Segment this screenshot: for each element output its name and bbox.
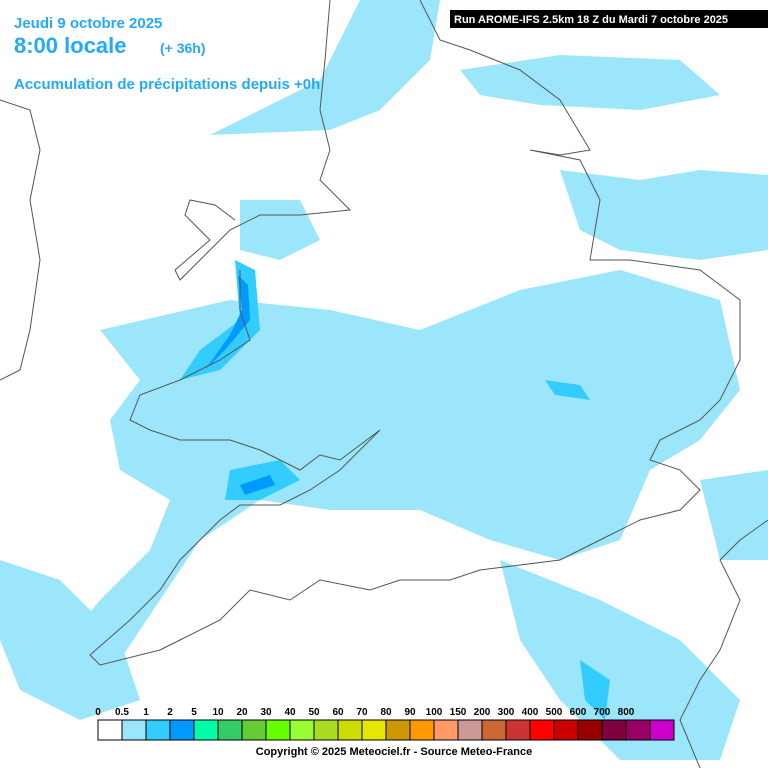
precipitation-heavy — [205, 275, 275, 495]
legend-label: 1 — [143, 707, 149, 718]
legend-label: 500 — [546, 707, 563, 718]
legend-label: 20 — [236, 707, 248, 718]
legend-swatch — [601, 719, 627, 741]
precip-area — [205, 275, 250, 370]
precip-area — [210, 0, 440, 135]
legend-swatch — [337, 719, 363, 741]
legend-label: 0.5 — [115, 707, 129, 718]
legend-label: 90 — [404, 707, 416, 718]
legend: 0 0.5 1 2 5 10 20 30 40 50 60 70 80 90 100 150 200 300 400… — [95, 707, 675, 741]
legend-swatch — [145, 719, 171, 741]
coastline — [89, 0, 741, 666]
time-label: 8:00 locale — [14, 33, 127, 58]
legend-label: 30 — [260, 707, 272, 718]
legend-label: 300 — [498, 707, 515, 718]
copyright: Copyright © 2025 Meteociel.fr - Source M… — [256, 746, 532, 758]
legend-label: 200 — [474, 707, 491, 718]
legend-swatch — [553, 719, 579, 741]
precip-area — [460, 55, 720, 110]
legend-swatch — [577, 719, 603, 741]
legend-swatch — [481, 719, 507, 741]
run-label: Run AROME-IFS 2.5km 18 Z du Mardi 7 octo… — [454, 14, 728, 26]
legend-label: 50 — [308, 707, 320, 718]
legend-label: 150 — [450, 707, 467, 718]
precip-area — [545, 380, 590, 400]
legend-swatch — [625, 719, 651, 741]
run-banner — [450, 10, 768, 28]
precip-area — [700, 470, 768, 560]
precip-area — [240, 475, 275, 495]
precip-area — [500, 560, 740, 760]
legend-swatch — [193, 719, 219, 741]
legend-swatch — [457, 719, 483, 741]
legend-label: 100 — [426, 707, 443, 718]
legend-label: 40 — [284, 707, 296, 718]
legend-swatch — [505, 719, 531, 741]
product-label: Accumulation de précipitations depuis +0… — [14, 76, 320, 93]
legend-label: 0 — [95, 707, 101, 718]
legend-label: 600 — [570, 707, 587, 718]
legend-swatch — [433, 719, 459, 741]
legend-swatch — [121, 719, 147, 741]
legend-label: 2 — [167, 707, 173, 718]
legend-label: 400 — [522, 707, 539, 718]
coastline — [679, 519, 768, 768]
legend-swatch — [217, 719, 243, 741]
legend-label: 10 — [212, 707, 224, 718]
coastline — [174, 0, 352, 281]
legend-swatch — [529, 719, 555, 741]
legend-swatch — [289, 719, 315, 741]
legend-swatch — [169, 719, 195, 741]
legend-label: 5 — [191, 707, 197, 718]
legend-swatch — [97, 719, 123, 741]
legend-swatch — [409, 719, 435, 741]
legend-swatch — [265, 719, 291, 741]
coastline — [0, 99, 41, 381]
lead-label: (+ 36h) — [160, 40, 206, 56]
legend-swatch — [313, 719, 339, 741]
legend-label: 60 — [332, 707, 344, 718]
precip-area — [580, 660, 610, 720]
legend-swatch — [361, 719, 387, 741]
precip-area — [0, 560, 140, 720]
legend-label: 800 — [618, 707, 635, 718]
legend-label: 70 — [356, 707, 368, 718]
precip-area — [560, 170, 768, 260]
date-label: Jeudi 9 octobre 2025 — [14, 15, 162, 32]
legend-swatch — [241, 719, 267, 741]
legend-label: 80 — [380, 707, 392, 718]
legend-label: 700 — [594, 707, 611, 718]
precip-area — [60, 270, 740, 690]
legend-swatch — [385, 719, 411, 741]
legend-swatch — [649, 719, 675, 741]
